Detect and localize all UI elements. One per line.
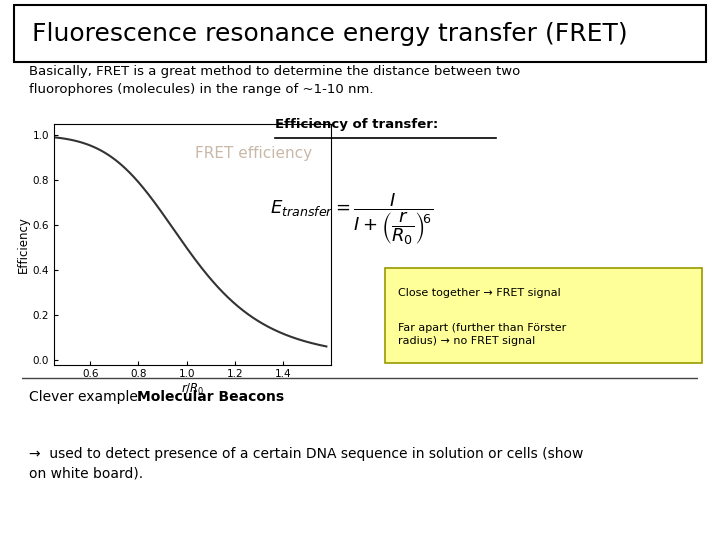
Text: Clever example:: Clever example: (29, 390, 147, 404)
Y-axis label: Efficiency: Efficiency (17, 216, 30, 273)
Text: →  used to detect presence of a certain DNA sequence in solution or cells (show
: → used to detect presence of a certain D… (29, 447, 583, 481)
Text: Efficiency of transfer:: Efficiency of transfer: (275, 118, 438, 131)
Text: Basically, FRET is a great method to determine the distance between two
fluoroph: Basically, FRET is a great method to det… (29, 65, 520, 96)
Text: Fluorescence resonance energy transfer (FRET): Fluorescence resonance energy transfer (… (32, 22, 627, 46)
Text: Close together → FRET signal: Close together → FRET signal (398, 288, 561, 298)
X-axis label: $r/R_0$: $r/R_0$ (181, 382, 204, 397)
Text: $E_{transfer} = \dfrac{I}{I + \left(\dfrac{r}{R_0}\right)^{\!6}}$: $E_{transfer} = \dfrac{I}{I + \left(\dfr… (269, 192, 433, 247)
Text: Molecular Beacons: Molecular Beacons (137, 390, 284, 404)
Text: FRET efficiency: FRET efficiency (195, 146, 312, 160)
Text: Far apart (further than Förster
radius) → no FRET signal: Far apart (further than Förster radius) … (398, 323, 566, 346)
